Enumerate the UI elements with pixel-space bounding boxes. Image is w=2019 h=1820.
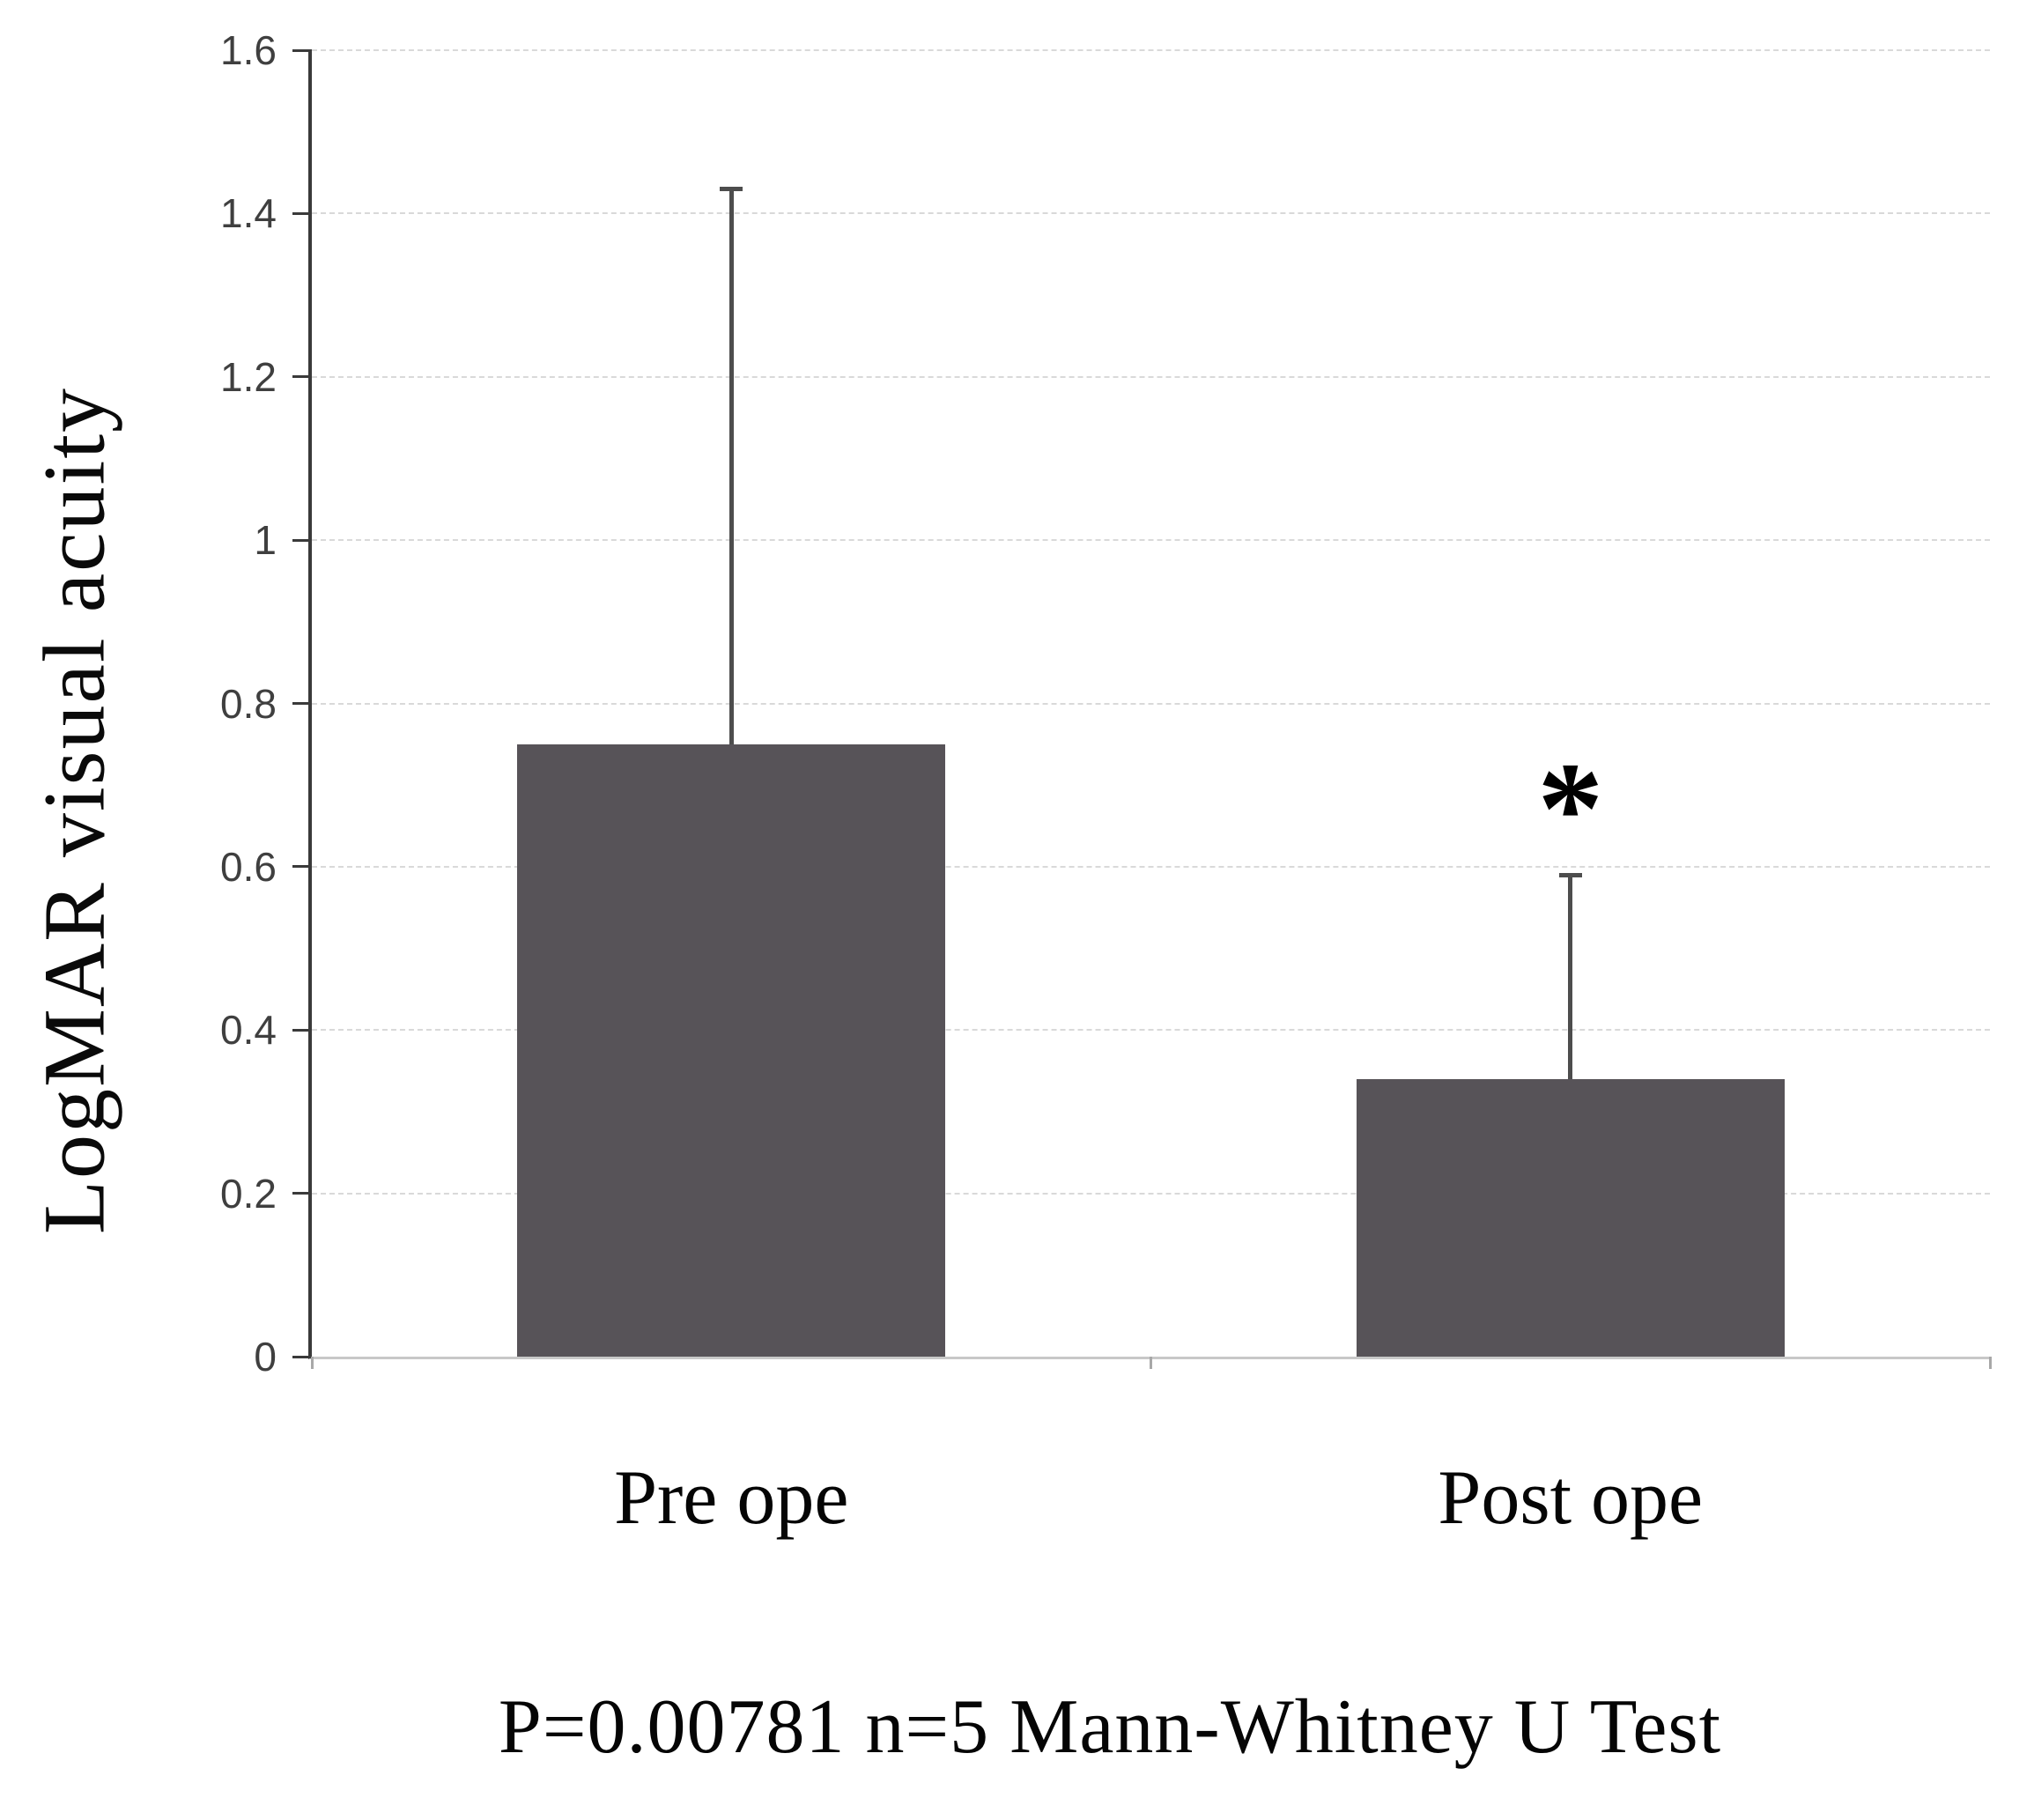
- gridline-0.2: [312, 1192, 1990, 1195]
- figure-caption: P=0.00781 n=5 Mann-Whitney U Test: [498, 1683, 1722, 1770]
- y-tick-label-1.2: 1.2: [220, 353, 277, 400]
- gridline-0.8: [312, 702, 1990, 705]
- x-category-label-2: Post ope: [1438, 1454, 1704, 1541]
- y-tick-label-0.8: 0.8: [220, 680, 277, 727]
- x-axis-tick-1: [1150, 1357, 1152, 1369]
- y-tick-label-0.6: 0.6: [220, 843, 277, 890]
- x-axis-tick-0: [310, 1357, 314, 1369]
- error-bar-stem-1: [728, 189, 734, 744]
- y-tick-label-0.2: 0.2: [220, 1170, 277, 1217]
- x-axis-tick-2: [1988, 1357, 1992, 1369]
- error-bar-stem-2: [1568, 875, 1573, 1079]
- y-axis-tick-0.6: [292, 865, 312, 869]
- bar-post-ope: [1356, 1078, 1785, 1357]
- gridline-1.4: [312, 212, 1990, 215]
- error-bar-cap-1: [720, 187, 743, 192]
- y-tick-label-1.4: 1.4: [220, 190, 277, 237]
- error-bar-cap-2: [1558, 872, 1582, 877]
- y-tick-label-0.4: 0.4: [220, 1007, 277, 1054]
- gridline-0.4: [312, 1029, 1990, 1032]
- gridline-0.6: [312, 865, 1990, 868]
- y-axis-tick-0.8: [292, 702, 312, 705]
- y-tick-label-1.6: 1.6: [220, 27, 277, 73]
- y-tick-label-1: 1: [254, 517, 277, 564]
- y-axis-tick-0: [292, 1355, 312, 1358]
- y-axis-tick-1.2: [292, 375, 312, 379]
- y-axis-tick-0.4: [292, 1028, 312, 1032]
- plot-area: 0 0.2 0.4 0.6 0.8 1 1.2 1.4 1.6 Pre ope Post ope *: [220, 27, 1992, 1541]
- y-axis-tick-1.6: [292, 48, 312, 52]
- significance-asterisk: *: [1537, 736, 1604, 883]
- gridline-1.6: [312, 49, 1990, 51]
- y-axis-tick-1: [292, 538, 312, 542]
- gridline-1: [312, 539, 1990, 542]
- y-axis-tick-1.4: [292, 211, 312, 215]
- bar-pre-ope: [517, 744, 946, 1357]
- y-tick-label-0: 0: [254, 1334, 277, 1380]
- y-axis-tick-0.2: [292, 1192, 312, 1195]
- x-category-label-1: Pre ope: [614, 1454, 849, 1541]
- gridline-1.2: [312, 375, 1990, 378]
